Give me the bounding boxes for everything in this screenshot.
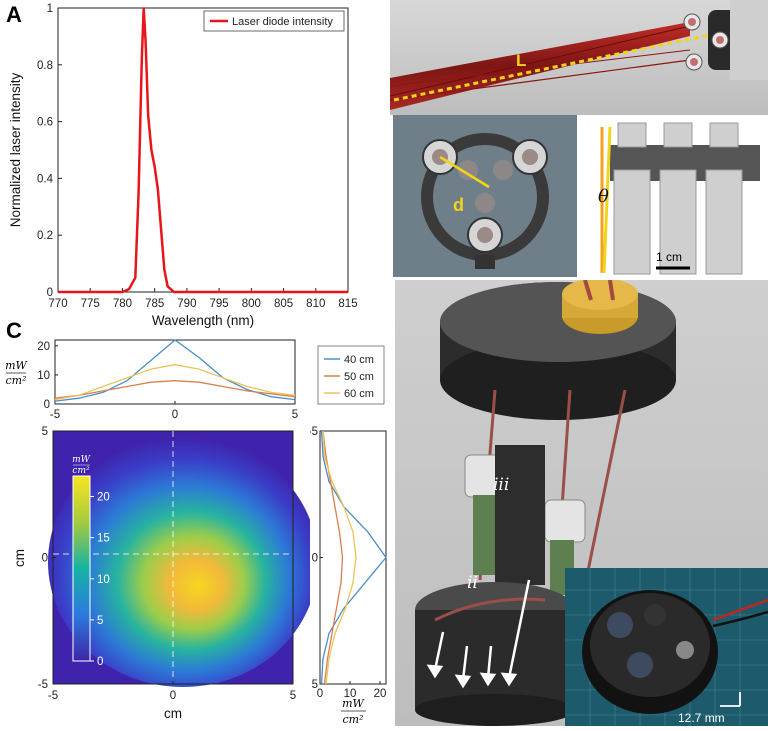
heatmap-xtick-label: -5 <box>48 690 58 702</box>
top-ytick-label: 10 <box>37 370 50 382</box>
mount-top-view: d <box>393 115 577 277</box>
scale-bar-label: 1 cm <box>656 250 682 264</box>
spectrum-ytick-label: 0.2 <box>37 230 53 242</box>
top-profile-line-50cm <box>54 380 296 399</box>
legend-label: 50 cm <box>344 371 374 383</box>
heatmap-ytick-label: -5 <box>38 679 48 691</box>
right-profile-line-60cm <box>322 430 357 685</box>
spectrum-ytick-label: 0 <box>47 287 53 299</box>
top-xtick-label: 5 <box>292 409 298 421</box>
heatmap-ytick-label: 5 <box>42 426 48 438</box>
beam-length-label: L <box>516 51 526 70</box>
right-profile-line-40cm <box>320 430 387 685</box>
label-iii: iii <box>493 475 509 495</box>
heatmap-xtick-label: 5 <box>290 690 296 702</box>
legend-label-laser: Laser diode intensity <box>232 16 333 28</box>
panel-letter-c: C <box>6 318 22 343</box>
right-ytick-label: 0 <box>312 553 318 565</box>
right-xtick-label: 10 <box>344 688 357 700</box>
tilt-angle-label: θ <box>598 186 609 207</box>
profile-legend: 40 cm 50 cm 60 cm <box>317 345 385 405</box>
spectrum-line-laser <box>58 7 348 294</box>
spectrum-xlabel: Wavelength (nm) <box>152 313 254 328</box>
spectrum-xtick-label: 810 <box>306 298 325 310</box>
colorbar-tick-label: 15 <box>97 533 110 545</box>
top-ytick-label: 0 <box>44 399 50 411</box>
colorbar-tick-label: 5 <box>97 615 103 627</box>
heatmap-xlabel: cm <box>164 706 182 721</box>
spacing-line <box>439 155 490 189</box>
label-ii: ii <box>467 573 478 593</box>
beam-mount <box>683 0 768 80</box>
beam-render: L <box>389 0 768 115</box>
colorbar-unit-den: cm² <box>72 466 90 476</box>
right-xtick-label: 20 <box>374 688 387 700</box>
spectrum-ytick-label: 0.8 <box>37 60 53 72</box>
spectrum-ytick-label: 0.6 <box>37 117 53 129</box>
colorbar-tick-label: 20 <box>97 492 110 504</box>
spectrum-xtick-label: 795 <box>210 298 229 310</box>
heatmap-panel: 20 15 10 5 0 mW cm² -5 0 5 5 0 -5 cm cm <box>0 422 318 726</box>
inset-scale-label: 12.7 mm <box>678 711 725 725</box>
spectrum-xtick-label: 775 <box>81 298 100 310</box>
spectrum-chart: 770 775 780 785 790 795 800 805 810 815 0 0.2 0.4 0.6… <box>8 3 358 328</box>
heatmap-ytick-label: 0 <box>42 553 48 565</box>
spectrum-plot-area <box>57 7 349 293</box>
legend-label: 40 cm <box>344 354 374 366</box>
spectrum-xtick-label: 815 <box>338 298 357 310</box>
spectrum-xtick-label: 790 <box>177 298 196 310</box>
colorbar <box>72 475 91 662</box>
beam-axis-dashed <box>393 31 721 102</box>
vertical-profile-xlabel: mW cm² <box>341 697 366 726</box>
top-xtick-label: 0 <box>172 409 178 421</box>
legend-label: 60 cm <box>344 388 374 400</box>
top-unit-num: mW <box>5 359 28 372</box>
heatmap-xtick-label: 0 <box>170 690 176 702</box>
panel-letter-a: A <box>6 2 22 27</box>
right-xtick-label: 0 <box>317 688 323 700</box>
top-unit-den: cm² <box>5 374 26 387</box>
spacing-label: d <box>453 195 464 215</box>
beam-direction-arrows <box>426 579 531 689</box>
tilt-line <box>602 126 612 274</box>
horizontal-profile-ylabel: mW cm² <box>5 359 28 387</box>
device-photo-inset: 12.7 mm <box>565 568 768 726</box>
spectrum-ytick-label: 0.4 <box>37 173 54 185</box>
spectrum-xtick-label: 785 <box>145 298 164 310</box>
colorbar-tick-label: 10 <box>97 574 110 586</box>
mount-side-view: θ 1 cm <box>580 115 768 277</box>
spectrum-xtick-label: 805 <box>274 298 293 310</box>
spectrum-xtick-label: 770 <box>48 298 67 310</box>
heatmap-intensity-spot <box>48 437 318 687</box>
heatmap-ylabel: cm <box>12 549 27 567</box>
spectrum-ylabel: Normalized laser intensity <box>8 72 23 227</box>
spectrum-legend: Laser diode intensity <box>203 10 345 32</box>
right-ytick-label: 5 <box>312 679 318 691</box>
device-render: iii ii <box>395 278 768 726</box>
top-xtick-label: -5 <box>50 409 60 421</box>
right-unit-num: mW <box>342 697 365 710</box>
spectrum-xtick-label: 800 <box>242 298 261 310</box>
spectrum-ytick-label: 1 <box>47 3 53 15</box>
top-profile-line-60cm <box>54 364 296 401</box>
colorbar-tick-label: 0 <box>97 656 103 668</box>
spectrum-xtick-label: 780 <box>113 298 132 310</box>
right-unit-den: cm² <box>342 713 363 726</box>
colorbar-unit-num: mW <box>72 455 91 465</box>
right-ytick-label: -5 <box>310 426 318 438</box>
top-ytick-label: 20 <box>37 341 50 353</box>
